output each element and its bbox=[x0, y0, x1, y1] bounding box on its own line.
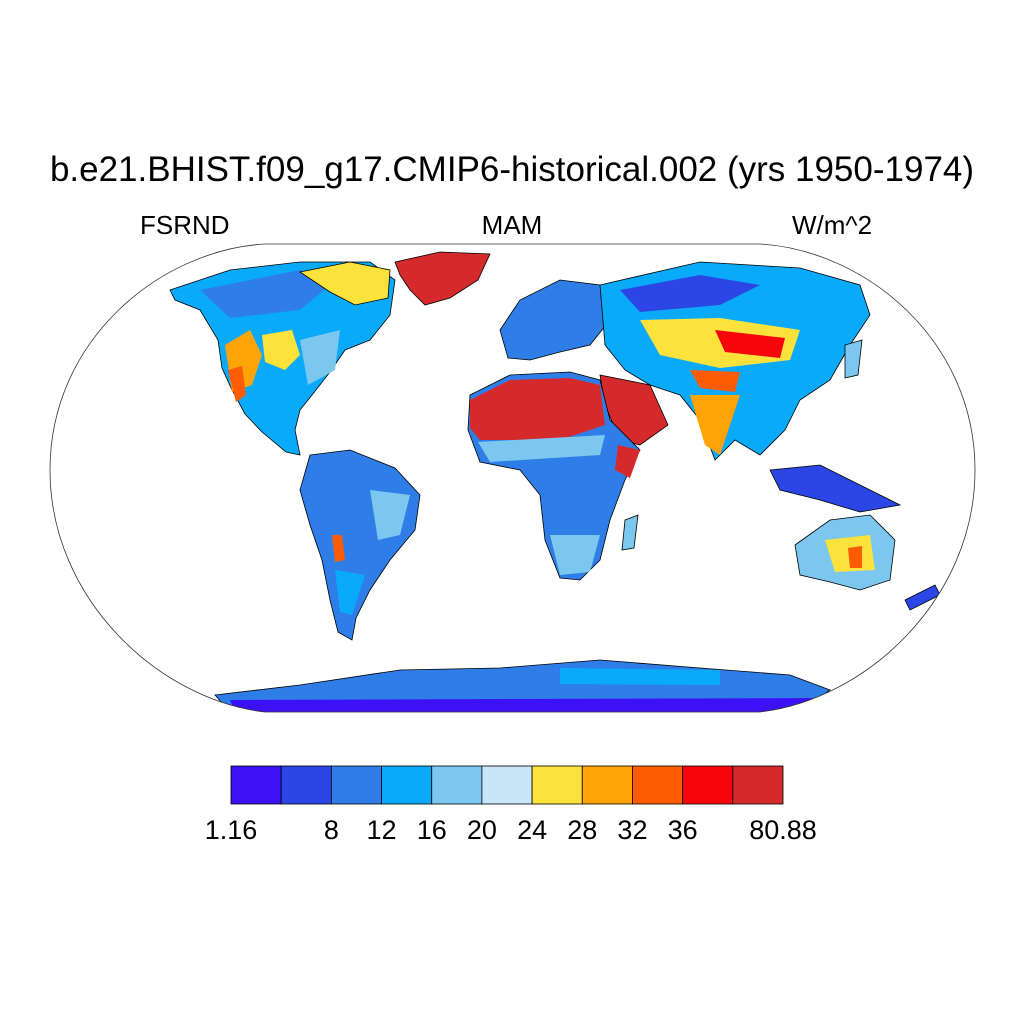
north-america-southwest-hot bbox=[228, 366, 246, 402]
land-areas bbox=[169, 251, 941, 712]
arctic-archipelago bbox=[298, 261, 391, 306]
antarctica-interior bbox=[230, 698, 820, 712]
sahara bbox=[470, 378, 605, 440]
colorbar-tick-label: 16 bbox=[417, 815, 447, 845]
south-america-andes bbox=[332, 535, 345, 562]
colorbar-box bbox=[381, 765, 433, 805]
maritime-continent bbox=[769, 464, 902, 513]
north-america-east bbox=[300, 330, 340, 385]
colorbar-box bbox=[230, 765, 282, 805]
plot-title: b.e21.BHIST.f09_g17.CMIP6-historical.002… bbox=[49, 150, 975, 189]
colorbar-tick-label: 36 bbox=[668, 815, 698, 845]
antarctica-coast bbox=[560, 668, 720, 685]
colorbar-tick-label: 28 bbox=[567, 815, 597, 845]
colorbar-tick-label: 20 bbox=[467, 815, 497, 845]
colorbar-boxes bbox=[230, 765, 784, 805]
asia-gobi bbox=[715, 330, 785, 358]
colorbar-box bbox=[481, 765, 533, 805]
sahel bbox=[478, 435, 605, 462]
asia-tibet bbox=[690, 370, 740, 392]
colorbar-box bbox=[732, 765, 784, 805]
colorbar-box bbox=[632, 765, 684, 805]
colorbar-tick-label: 12 bbox=[367, 815, 397, 845]
colorbar-box bbox=[682, 765, 734, 805]
colorbar-tick-label: 32 bbox=[617, 815, 647, 845]
asia-siberia bbox=[620, 275, 760, 312]
colorbar-tick-label: 8 bbox=[324, 815, 339, 845]
canada-north bbox=[200, 270, 330, 318]
south-america-east bbox=[370, 490, 410, 540]
madagascar bbox=[621, 514, 639, 551]
southern-africa bbox=[550, 535, 600, 575]
colorbar-tick-labels: 1.16 8 12 16 20 24 28 32 36 80.88 bbox=[205, 815, 817, 845]
colorbar-box bbox=[581, 765, 633, 805]
colorbar-box bbox=[531, 765, 583, 805]
field-label: FSRND bbox=[140, 210, 230, 240]
colorbar-box bbox=[280, 765, 332, 805]
europe bbox=[499, 279, 611, 361]
greenland bbox=[394, 251, 491, 306]
colorbar-tick-label: 80.88 bbox=[749, 815, 817, 845]
japan bbox=[844, 339, 863, 379]
colorbar-tick-label: 24 bbox=[517, 815, 547, 845]
colorbar-tick-label: 1.16 bbox=[205, 815, 258, 845]
colorbar-box bbox=[330, 765, 382, 805]
north-america-plains bbox=[262, 330, 300, 370]
season-label: MAM bbox=[481, 210, 543, 240]
colorbar-box bbox=[431, 765, 483, 805]
india bbox=[690, 395, 740, 455]
units-label: W/m^2 bbox=[792, 210, 873, 240]
horn-of-africa bbox=[615, 445, 640, 478]
south-america-south bbox=[335, 570, 365, 615]
map-border bbox=[49, 243, 976, 713]
australia-hot-spot bbox=[848, 546, 862, 568]
